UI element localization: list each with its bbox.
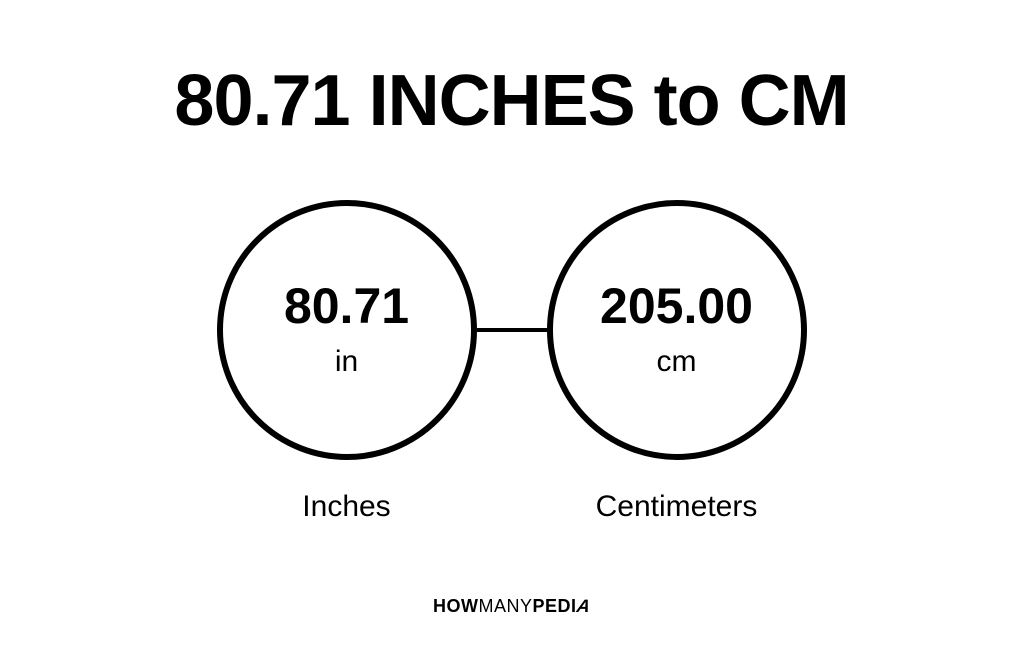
inches-abbr: in [335,345,358,379]
brand-slash: A [575,596,592,617]
brand-logo: HOWMANYPEDIA [0,596,1023,617]
conversion-diagram: 80.71 in Inches 205.00 cm Centimeters [0,200,1023,560]
centimeters-group: 205.00 cm Centimeters [547,200,807,524]
brand-prefix: HOW [433,596,479,616]
centimeters-circle: 205.00 cm [547,200,807,460]
page-title: 80.71 INCHES to CM [0,60,1023,142]
brand-suffix: PEDI [533,596,577,616]
inches-circle: 80.71 in [217,200,477,460]
centimeters-label: Centimeters [596,490,758,524]
centimeters-value: 205.00 [600,281,753,331]
inches-label: Inches [302,490,390,524]
inches-value: 80.71 [284,281,409,331]
centimeters-abbr: cm [657,345,697,379]
inches-group: 80.71 in Inches [217,200,477,524]
brand-mid: MANY [478,596,532,616]
connector-line [477,328,547,332]
